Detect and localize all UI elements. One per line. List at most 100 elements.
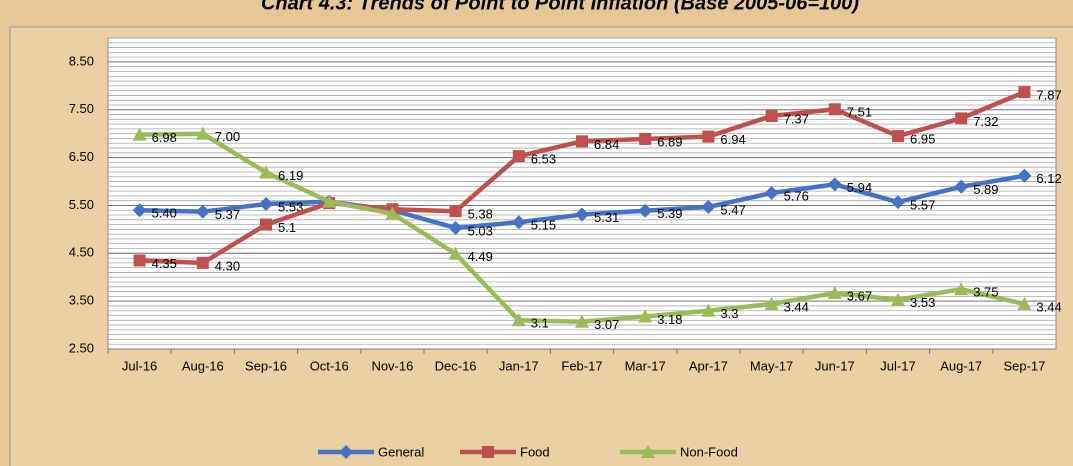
marker [511,215,526,230]
marker [828,103,841,116]
data-label: 3.18 [657,312,682,327]
marker [954,179,969,194]
data-label: 5.31 [594,210,619,225]
data-label: 5.37 [215,207,240,222]
marker [576,135,588,148]
marker [891,195,905,210]
marker [259,197,273,212]
data-label: 5.15 [531,218,556,233]
data-label: 6.89 [657,134,682,149]
x-tick-label: Sep-16 [245,358,287,373]
legend-label: Food [520,444,550,459]
x-tick-label: Mar-17 [625,358,666,373]
x-tick-label: Aug-16 [182,358,224,373]
marker [448,220,463,235]
data-label: 7.87 [1036,88,1061,103]
x-tick-label: Aug-17 [940,358,982,373]
data-label: 3.44 [784,299,809,314]
marker [638,203,653,218]
marker [195,204,210,219]
x-tick-label: Nov-16 [371,358,413,373]
data-label: 6.53 [531,152,556,167]
marker [575,207,589,222]
x-tick-label: Jan-17 [499,358,539,373]
x-tick-label: Dec-16 [435,358,477,373]
data-label: 3.67 [847,288,872,303]
marker [1018,86,1031,99]
y-tick-label: 8.50 [69,53,94,68]
marker [322,194,337,208]
marker [449,205,462,218]
marker [196,256,209,269]
data-label: 7.37 [784,111,809,126]
marker [259,165,273,179]
data-label: 6.12 [1036,171,1061,186]
marker [954,282,969,296]
x-tick-label: Apr-17 [689,358,728,373]
marker [827,286,842,300]
marker [195,126,210,140]
data-label: 3.53 [910,295,935,310]
data-label: 3.44 [1036,299,1061,314]
y-tick-label: 5.50 [69,197,94,212]
legend-label: General [378,444,424,459]
data-label: 4.49 [468,249,493,264]
data-label: 5.76 [784,188,809,203]
marker [701,199,716,214]
marker [1017,168,1032,183]
x-tick-label: Jun-17 [815,358,855,373]
marker [638,309,653,323]
data-label: 3.1 [531,316,549,331]
marker [339,445,353,459]
data-label: 5.57 [910,198,935,213]
marker [639,132,652,145]
data-label: 5.1 [278,220,296,235]
marker [955,112,968,125]
marker [641,445,655,458]
marker [132,127,147,141]
data-label: 7.51 [847,105,872,120]
marker [891,292,905,306]
marker [764,297,779,311]
data-label: 5.94 [847,180,872,195]
data-label: 6.98 [152,130,177,145]
data-label: 5.39 [657,206,682,221]
data-label: 5.40 [152,206,177,221]
legend-label: Non-Food [680,444,738,459]
data-label: 5.38 [468,207,493,222]
y-tick-label: 3.50 [69,293,94,308]
marker [575,314,589,328]
marker [512,150,525,163]
data-label: 6.95 [910,132,935,147]
x-tick-label: Jul-16 [122,358,157,373]
x-tick-label: May-17 [750,358,793,373]
marker [448,246,463,260]
marker [133,254,146,267]
x-tick-label: Sep-17 [1003,358,1045,373]
x-tick-label: Oct-16 [310,358,349,373]
marker [132,203,147,218]
marker [702,130,715,143]
marker [1017,297,1032,311]
chart-title: Chart 4.3: Trends of Point to Point Infl… [261,0,859,14]
data-label: 5.47 [720,202,745,217]
marker [764,186,779,201]
data-label: 7.00 [215,129,240,144]
marker [827,177,842,192]
data-label: 3.3 [720,306,738,321]
data-label: 6.19 [278,168,303,183]
marker [765,109,778,122]
data-label: 5.89 [973,182,998,197]
data-label: 4.35 [152,256,177,271]
y-tick-label: 2.50 [69,340,94,355]
y-tick-label: 6.50 [69,149,94,164]
y-tick-label: 4.50 [69,245,94,260]
data-label: 5.03 [468,223,493,238]
marker [701,303,716,317]
marker [260,218,272,231]
x-tick-label: Jul-17 [880,358,915,373]
data-label: 4.30 [215,258,240,273]
marker [482,446,494,458]
marker [892,130,904,143]
